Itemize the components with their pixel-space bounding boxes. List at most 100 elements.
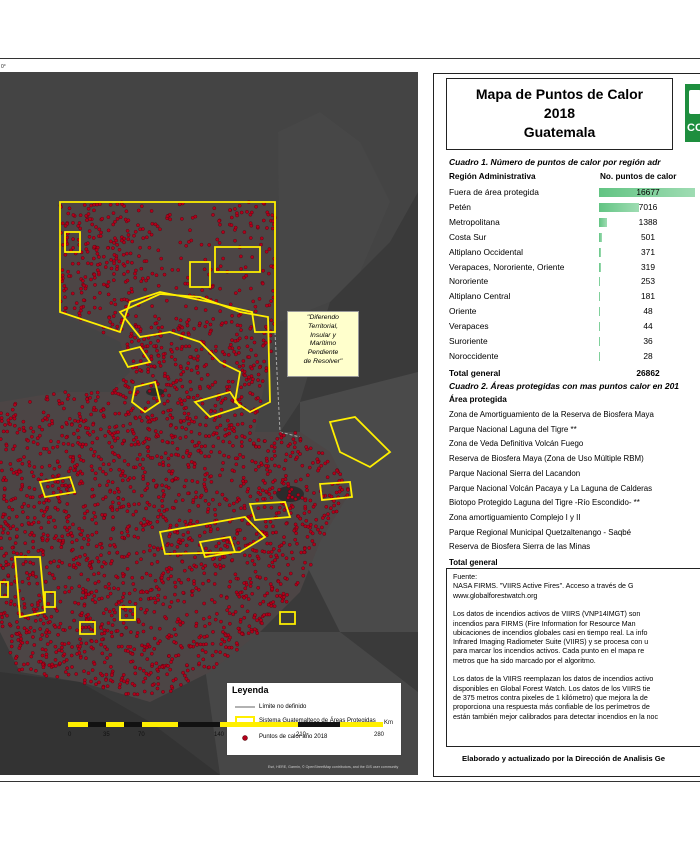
hotspot-point	[174, 316, 179, 321]
hotspot-point	[0, 460, 3, 465]
hotspot-point	[266, 550, 271, 555]
hotspot-point	[218, 222, 222, 227]
hotspot-point	[149, 354, 154, 358]
hotspot-point	[188, 355, 192, 359]
list-item: Parque Nacional Sierra del Lacandon	[449, 468, 581, 478]
hotspot-point	[261, 478, 266, 483]
hotspot-point	[118, 682, 122, 687]
hotspot-point	[223, 496, 227, 501]
hotspot-point	[196, 504, 201, 508]
hotspot-point	[147, 389, 152, 393]
hotspot-point	[26, 550, 31, 554]
hotspot-point	[304, 519, 309, 523]
hotspot-point	[145, 235, 149, 240]
hotspot-point	[196, 354, 200, 359]
hotspot-point	[242, 369, 247, 374]
hotspot-point	[212, 665, 216, 670]
hotspot-point	[102, 660, 107, 665]
hotspot-point	[188, 521, 193, 526]
hotspot-point	[78, 554, 82, 559]
hotspot-point	[323, 461, 327, 466]
hotspot-point	[15, 430, 20, 435]
hotspot-point	[31, 635, 35, 639]
hotspot-point	[31, 539, 35, 544]
hotspot-point	[128, 334, 133, 339]
hotspot-point	[203, 473, 208, 477]
hotspot-point	[1, 530, 5, 535]
hotspot-point	[203, 257, 208, 262]
hotspot-point	[314, 524, 318, 529]
hotspot-point	[317, 451, 321, 455]
hotspot-point	[15, 527, 19, 532]
hotspot-point	[153, 578, 158, 583]
hotspot-point	[101, 462, 106, 466]
hotspot-point	[196, 654, 201, 658]
hotspot-point	[120, 535, 124, 540]
hotspot-count: 7016	[638, 201, 658, 212]
hotspot-point	[279, 543, 284, 547]
hotspot-point	[25, 662, 30, 666]
hotspot-point	[83, 678, 87, 682]
hotspot-point	[235, 211, 239, 215]
hotspot-point	[53, 664, 58, 668]
hotspot-point	[273, 463, 277, 468]
hotspot-point	[262, 550, 267, 554]
list-item: Parque Nacional Volcán Pacaya y La Lagun…	[449, 483, 653, 493]
hotspot-point	[2, 475, 7, 480]
hotspot-point	[214, 662, 219, 666]
hotspot-point	[51, 490, 56, 495]
hotspot-point	[190, 593, 194, 597]
hotspot-point	[96, 395, 100, 399]
hotspot-point	[253, 569, 258, 574]
hotspot-point	[65, 397, 70, 401]
table-row: Verapaces, Nororiente, Oriente 319	[449, 260, 700, 275]
hotspot-point	[97, 270, 101, 275]
hotspot-point	[185, 366, 189, 371]
hotspot-point	[102, 573, 107, 578]
hotspot-point	[205, 373, 210, 377]
hotspot-point	[154, 585, 159, 589]
hotspot-point	[9, 498, 13, 502]
hotspot-point	[77, 221, 82, 225]
hotspot-point	[140, 342, 144, 347]
hotspot-point	[81, 298, 86, 302]
hotspot-point	[198, 386, 202, 391]
table-row: Altiplano Central 181	[449, 289, 700, 304]
hotspot-point	[108, 203, 113, 207]
hotspot-count: 28	[643, 350, 653, 361]
hotspot-point	[106, 215, 111, 219]
hotspot-point	[284, 521, 289, 526]
hotspot-point	[334, 490, 339, 495]
map-panel[interactable]: Esri, HERE, Garmin, © OpenStreetMap cont…	[0, 72, 418, 775]
hotspot-point	[178, 419, 183, 423]
hotspot-point	[122, 438, 126, 443]
hotspot-point	[169, 689, 173, 693]
hotspot-point	[28, 626, 33, 630]
hotspot-point	[170, 416, 175, 420]
hotspot-point	[239, 267, 243, 271]
hotspot-point	[219, 594, 223, 598]
hotspot-point	[152, 596, 157, 601]
hotspot-point	[301, 573, 306, 578]
hotspot-point	[271, 564, 275, 569]
hotspot-point	[101, 413, 106, 418]
hotspot-point	[102, 631, 107, 636]
hotspot-point	[180, 384, 185, 389]
hotspot-point	[301, 566, 305, 571]
hotspot-point	[93, 600, 98, 604]
hotspot-point	[91, 429, 96, 434]
hotspot-point	[87, 235, 92, 239]
hotspot-point	[79, 641, 84, 645]
hotspot-point	[215, 397, 220, 402]
hotspot-point	[12, 602, 17, 607]
hotspot-point	[255, 360, 260, 364]
hotspot-point	[86, 542, 90, 547]
hotspot-point	[145, 500, 150, 505]
hotspot-point	[226, 418, 230, 423]
hotspot-point	[103, 495, 108, 499]
hotspot-point	[0, 620, 4, 624]
hotspot-point	[104, 672, 109, 677]
hotspot-point	[30, 522, 34, 526]
hotspot-point	[225, 385, 229, 389]
hotspot-point	[160, 498, 164, 503]
